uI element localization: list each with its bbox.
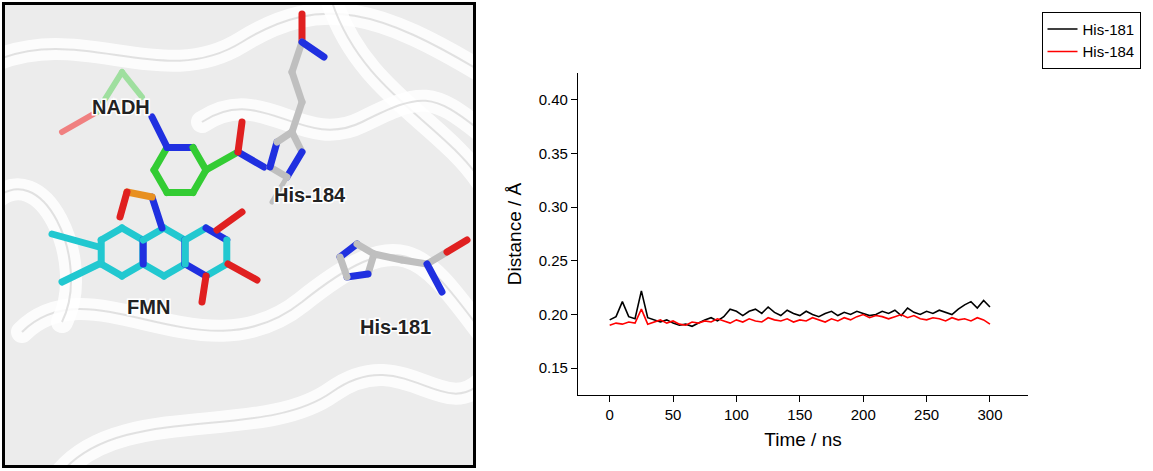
svg-text:0.35: 0.35 [539, 145, 568, 162]
svg-text:FMN: FMN [127, 296, 170, 318]
svg-text:NADH: NADH [92, 96, 150, 118]
svg-text:0.30: 0.30 [539, 198, 568, 215]
svg-text:100: 100 [724, 406, 749, 423]
svg-text:Distance / Å: Distance / Å [504, 182, 525, 285]
svg-text:His-184: His-184 [274, 184, 346, 206]
svg-text:His-181: His-181 [1083, 21, 1135, 38]
svg-text:200: 200 [851, 406, 876, 423]
svg-text:0.40: 0.40 [539, 91, 568, 108]
svg-text:0.15: 0.15 [539, 359, 568, 376]
svg-text:0.25: 0.25 [539, 252, 568, 269]
svg-text:150: 150 [787, 406, 812, 423]
svg-text:His-181: His-181 [360, 316, 431, 338]
svg-text:0: 0 [606, 406, 614, 423]
svg-text:250: 250 [914, 406, 939, 423]
svg-text:Time / ns: Time / ns [764, 429, 841, 450]
svg-text:300: 300 [977, 406, 1002, 423]
svg-text:50: 50 [665, 406, 682, 423]
svg-text:His-184: His-184 [1083, 43, 1135, 60]
svg-text:0.20: 0.20 [539, 306, 568, 323]
